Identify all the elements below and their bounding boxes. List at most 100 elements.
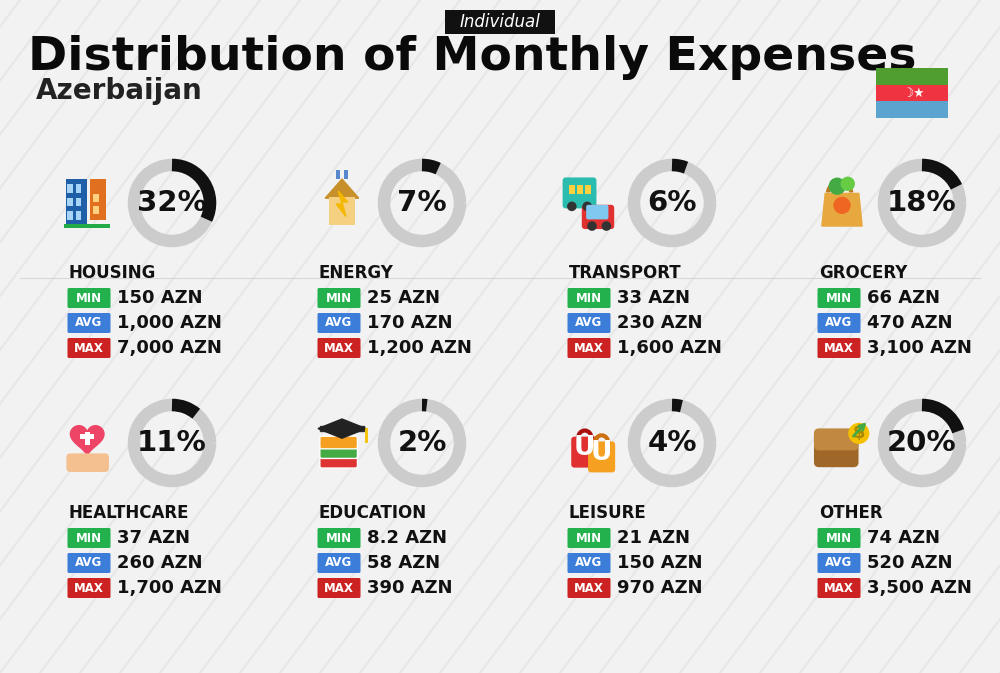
Text: U: U (591, 439, 612, 466)
Text: 66 AZN: 66 AZN (867, 289, 940, 307)
Text: MIN: MIN (326, 532, 352, 544)
Text: 58 AZN: 58 AZN (367, 554, 440, 572)
Text: 150 AZN: 150 AZN (117, 289, 202, 307)
FancyBboxPatch shape (568, 578, 610, 598)
Text: AVG: AVG (325, 316, 353, 330)
Circle shape (582, 201, 592, 211)
Bar (876, 102, 948, 118)
Bar (67, 184, 73, 193)
Text: HOUSING: HOUSING (69, 264, 156, 282)
Polygon shape (822, 193, 862, 226)
Text: 7%: 7% (397, 189, 447, 217)
Bar (64, 224, 110, 228)
Text: AVG: AVG (325, 557, 353, 569)
Text: 150 AZN: 150 AZN (617, 554, 702, 572)
FancyBboxPatch shape (318, 288, 360, 308)
Polygon shape (336, 191, 348, 217)
FancyBboxPatch shape (818, 288, 860, 308)
Circle shape (841, 176, 855, 191)
Text: TRANSPORT: TRANSPORT (569, 264, 682, 282)
Text: MIN: MIN (76, 291, 102, 304)
Text: 230 AZN: 230 AZN (617, 314, 702, 332)
Text: MAX: MAX (324, 581, 354, 594)
FancyBboxPatch shape (320, 436, 357, 449)
Polygon shape (318, 419, 366, 438)
Bar (577, 185, 583, 194)
Text: MIN: MIN (826, 291, 852, 304)
Text: MIN: MIN (576, 532, 602, 544)
Text: 32%: 32% (137, 189, 207, 217)
Text: MAX: MAX (574, 581, 604, 594)
FancyBboxPatch shape (568, 313, 610, 333)
Bar (329, 197, 355, 225)
Text: OTHER: OTHER (819, 504, 883, 522)
FancyBboxPatch shape (445, 10, 555, 34)
FancyBboxPatch shape (586, 205, 608, 219)
Bar (67, 211, 73, 220)
Text: AVG: AVG (825, 316, 853, 330)
Text: MAX: MAX (74, 581, 104, 594)
Text: 470 AZN: 470 AZN (867, 314, 952, 332)
FancyBboxPatch shape (818, 528, 860, 548)
FancyBboxPatch shape (318, 578, 360, 598)
Text: AVG: AVG (825, 557, 853, 569)
Text: 1,000 AZN: 1,000 AZN (117, 314, 222, 332)
Text: 170 AZN: 170 AZN (367, 314, 452, 332)
FancyBboxPatch shape (818, 313, 860, 333)
Bar (569, 185, 575, 194)
Bar (90, 179, 106, 220)
Text: MIN: MIN (826, 532, 852, 544)
Bar (66, 179, 87, 227)
Text: GROCERY: GROCERY (819, 264, 907, 282)
FancyBboxPatch shape (818, 578, 860, 598)
FancyBboxPatch shape (318, 528, 360, 548)
Circle shape (848, 423, 869, 444)
Bar (336, 170, 340, 179)
Text: MAX: MAX (74, 341, 104, 355)
Text: 11%: 11% (137, 429, 207, 457)
Bar (76, 184, 81, 193)
Text: MIN: MIN (326, 291, 352, 304)
Circle shape (829, 178, 846, 195)
Circle shape (567, 201, 577, 211)
Text: 1,700 AZN: 1,700 AZN (117, 579, 222, 597)
FancyBboxPatch shape (320, 446, 357, 458)
FancyBboxPatch shape (68, 528, 110, 548)
Bar (344, 170, 348, 179)
Text: 37 AZN: 37 AZN (117, 529, 190, 547)
Bar (80, 434, 94, 439)
Bar (876, 68, 948, 85)
Text: Azerbaijan: Azerbaijan (36, 77, 203, 105)
Text: 21 AZN: 21 AZN (617, 529, 690, 547)
FancyBboxPatch shape (68, 553, 110, 573)
Text: ☽★: ☽★ (903, 87, 925, 100)
Text: 1,600 AZN: 1,600 AZN (617, 339, 722, 357)
Text: 8.2 AZN: 8.2 AZN (367, 529, 447, 547)
FancyBboxPatch shape (568, 553, 610, 573)
FancyBboxPatch shape (68, 313, 110, 333)
Text: 25 AZN: 25 AZN (367, 289, 440, 307)
Text: MIN: MIN (576, 291, 602, 304)
Text: MAX: MAX (824, 341, 854, 355)
Text: Distribution of Monthly Expenses: Distribution of Monthly Expenses (28, 36, 916, 81)
Text: 33 AZN: 33 AZN (617, 289, 690, 307)
Bar (585, 185, 591, 194)
FancyBboxPatch shape (814, 431, 859, 467)
Bar (85, 432, 90, 446)
FancyBboxPatch shape (68, 578, 110, 598)
FancyBboxPatch shape (818, 338, 860, 358)
Bar (93, 207, 99, 213)
Polygon shape (320, 426, 364, 431)
FancyBboxPatch shape (568, 528, 610, 548)
Bar (93, 194, 99, 201)
Polygon shape (70, 426, 104, 456)
Text: 7,000 AZN: 7,000 AZN (117, 339, 222, 357)
FancyBboxPatch shape (571, 437, 598, 468)
Text: LEISURE: LEISURE (569, 504, 647, 522)
Text: ENERGY: ENERGY (319, 264, 394, 282)
Text: HEALTHCARE: HEALTHCARE (69, 504, 190, 522)
FancyBboxPatch shape (318, 338, 360, 358)
Bar (876, 85, 948, 102)
Bar (76, 211, 81, 220)
Text: AVG: AVG (75, 557, 103, 569)
